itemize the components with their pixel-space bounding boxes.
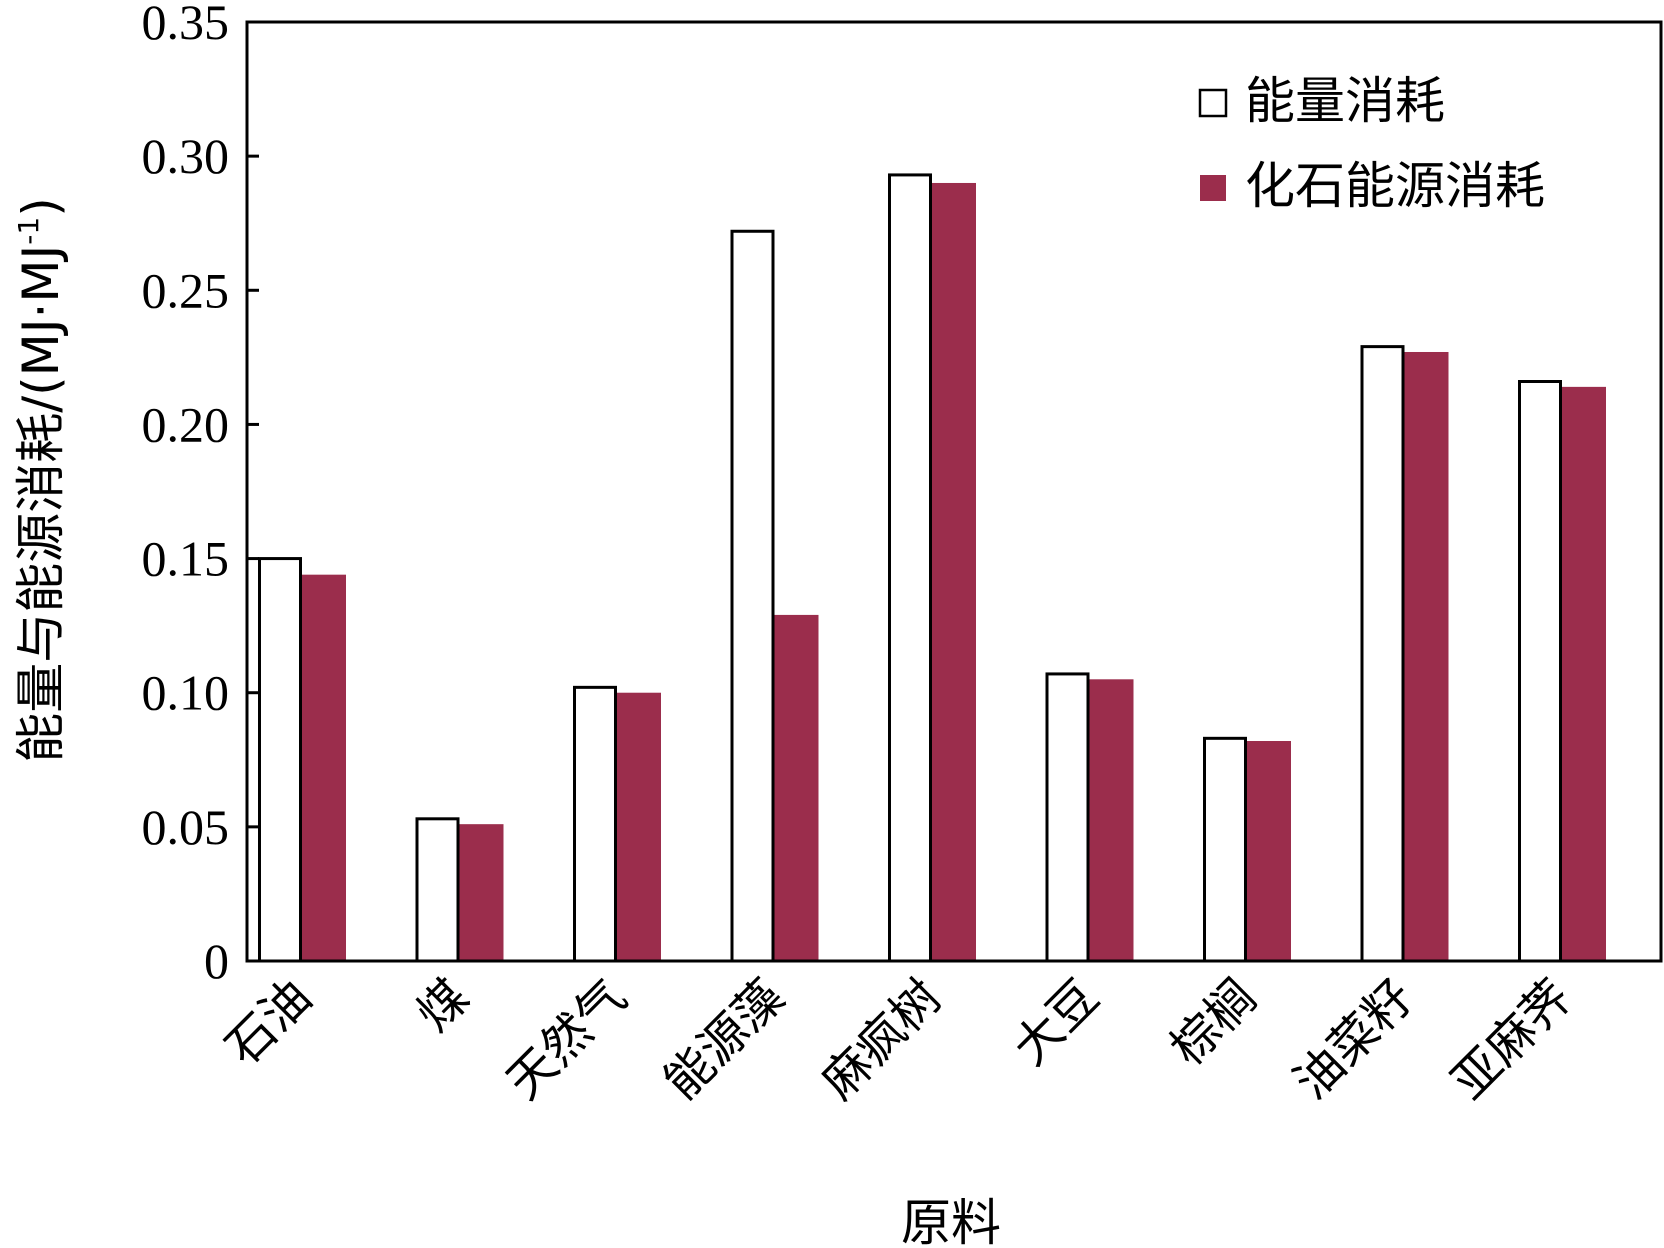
y-axis-ticks: 0 0.05 0.10 0.15 0.20 0.25 0.30 0.35 [142,0,259,989]
legend: 能量消耗 化石能源消耗 [1198,72,1545,215]
y-tick-label: 0 [204,933,229,989]
bar-fossil-energy-consumption [774,614,819,961]
x-tick-label: 亚麻荠 [1441,969,1582,1110]
x-tick-label: 油菜籽 [1284,969,1425,1110]
y-tick-label: 0.20 [142,396,230,452]
bar-fossil-energy-consumption [302,574,346,961]
legend-label-energy: 能量消耗 [1245,72,1445,130]
x-tick-label: 能源藻 [654,969,795,1110]
x-tick-label: 煤 [406,969,480,1043]
bars-layer [258,173,1606,963]
bar-energy-consumption [730,229,775,963]
bar-fossil-energy-consumption [1404,351,1449,961]
bar-energy-consumption [1360,345,1405,963]
bar-fossil-energy-consumption [1562,386,1606,962]
bar-energy-consumption [1203,736,1247,963]
bar-energy-consumption [1045,672,1090,963]
y-tick-label: 0.25 [142,262,230,318]
bar-energy-consumption [573,685,617,963]
bar-energy-consumption [1518,380,1562,963]
bar-fossil-energy-consumption [617,692,661,961]
y-axis-title-superscript: -1 [12,217,45,245]
x-axis-tick-labels: 石油 煤天然气 能源藻 麻疯树 大豆 棕榈 油菜籽 亚麻荠 [215,969,1582,1110]
x-tick-label: 棕榈 [1160,969,1267,1076]
y-tick-label: 0.05 [142,799,230,855]
bar-energy-consumption [415,817,460,963]
bar-energy-consumption [888,173,932,963]
bar-fossil-energy-consumption [1089,679,1134,961]
y-tick-label: 0.30 [142,128,230,184]
y-tick-label: 0.35 [142,0,230,50]
x-tick-label: 麻疯树 [811,969,952,1110]
y-tick-label: 0.10 [142,665,230,721]
legend-label-fossil: 化石能源消耗 [1245,157,1545,215]
legend-swatch-fossil [1200,175,1226,201]
bar-fossil-energy-consumption [459,824,504,961]
legend-swatch-energy [1198,88,1228,118]
x-tick-label: 石油 [215,969,322,1076]
x-axis-title: 原料 [901,1194,1001,1248]
y-tick-label: 0.15 [142,531,230,587]
bar-fossil-energy-consumption [932,182,976,961]
bar-fossil-energy-consumption [1247,741,1291,961]
y-axis-title: 能量与能源消耗/(MJ·MJ-1) [12,197,70,762]
y-axis-title-close: ) [12,197,70,217]
x-tick-label: 大豆 [1002,969,1109,1076]
bar-energy-consumption [258,557,302,963]
x-tick-label: 天然气 [496,969,637,1110]
plot-frame [245,20,1663,963]
y-axis-title-main: 能量与能源消耗/(MJ·MJ [12,245,70,763]
